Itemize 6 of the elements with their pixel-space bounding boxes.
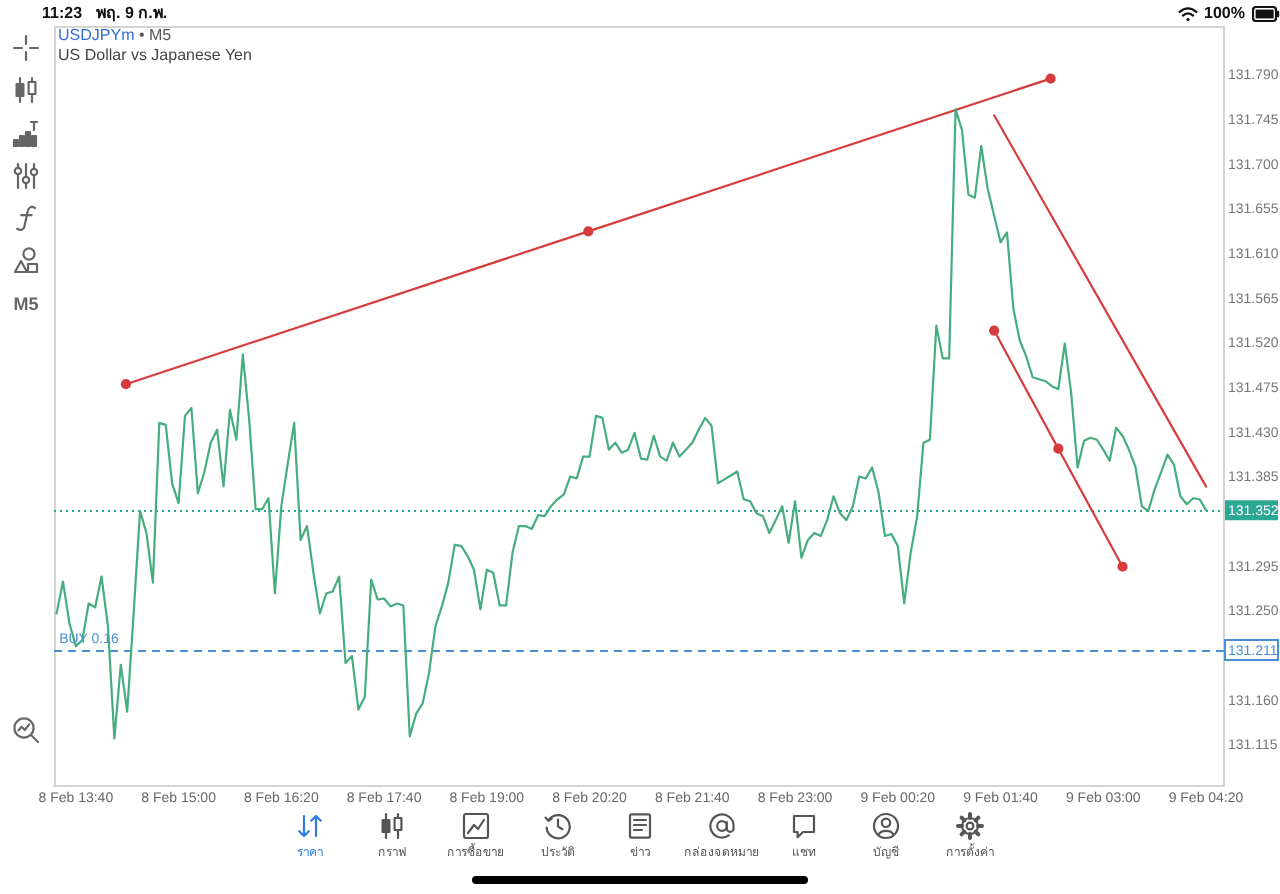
text: 11:23 <box>42 4 83 24</box>
text: 100% <box>1204 4 1245 24</box>
text: M5 <box>13 294 39 316</box>
text: US Dollar vs Japanese Yen <box>58 46 252 66</box>
chart-title: USDJPYm • M5 <box>58 26 172 44</box>
text: พฤ. 9 ก.พ. <box>96 4 168 24</box>
